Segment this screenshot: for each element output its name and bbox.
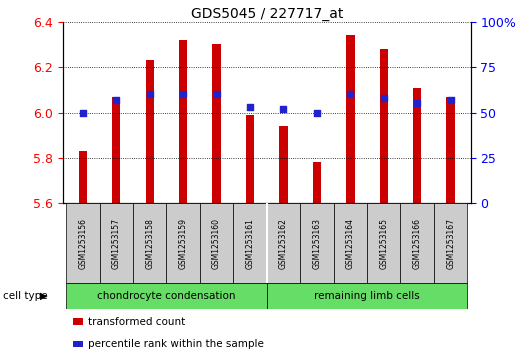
Bar [313, 162, 321, 203]
Text: remaining limb cells: remaining limb cells [314, 291, 420, 301]
Point [212, 91, 221, 97]
Title: GDS5045 / 227717_at: GDS5045 / 227717_at [190, 7, 343, 21]
Point [346, 91, 355, 97]
Text: GSM1253167: GSM1253167 [446, 218, 455, 269]
FancyBboxPatch shape [133, 203, 166, 283]
FancyBboxPatch shape [166, 203, 200, 283]
Text: GSM1253166: GSM1253166 [413, 218, 422, 269]
Point [246, 104, 254, 110]
Point [179, 91, 187, 97]
FancyBboxPatch shape [367, 203, 401, 283]
Bar [380, 49, 388, 203]
Text: transformed count: transformed count [88, 317, 185, 327]
Text: GSM1253160: GSM1253160 [212, 218, 221, 269]
FancyBboxPatch shape [99, 203, 133, 283]
Text: cell type: cell type [3, 291, 47, 301]
Bar [78, 151, 87, 203]
Bar [447, 97, 455, 203]
FancyBboxPatch shape [434, 203, 468, 283]
Text: GSM1253162: GSM1253162 [279, 218, 288, 269]
FancyBboxPatch shape [66, 283, 267, 309]
Text: GSM1253156: GSM1253156 [78, 218, 87, 269]
Bar [179, 40, 187, 203]
Bar [212, 45, 221, 203]
Point [413, 101, 422, 106]
Text: GSM1253164: GSM1253164 [346, 218, 355, 269]
Point [279, 106, 288, 112]
FancyBboxPatch shape [200, 203, 233, 283]
Text: chondrocyte condensation: chondrocyte condensation [97, 291, 236, 301]
Point [380, 95, 388, 101]
Point [145, 91, 154, 97]
Text: percentile rank within the sample: percentile rank within the sample [88, 339, 264, 349]
Point [313, 110, 321, 115]
FancyBboxPatch shape [267, 203, 300, 283]
FancyBboxPatch shape [66, 203, 99, 283]
Text: GSM1253165: GSM1253165 [379, 218, 388, 269]
FancyBboxPatch shape [334, 203, 367, 283]
Text: GSM1253159: GSM1253159 [179, 218, 188, 269]
Text: GSM1253158: GSM1253158 [145, 218, 154, 269]
Text: GSM1253157: GSM1253157 [112, 218, 121, 269]
Bar [279, 126, 288, 203]
Text: ▶: ▶ [40, 291, 47, 301]
Text: GSM1253163: GSM1253163 [312, 218, 322, 269]
Text: GSM1253161: GSM1253161 [245, 218, 255, 269]
FancyBboxPatch shape [267, 283, 468, 309]
Bar [346, 36, 355, 203]
Point [112, 97, 120, 103]
Bar [145, 60, 154, 203]
Point [78, 110, 87, 115]
Bar [246, 115, 254, 203]
Bar [112, 97, 120, 203]
FancyBboxPatch shape [300, 203, 334, 283]
FancyBboxPatch shape [401, 203, 434, 283]
Point [447, 97, 455, 103]
Bar [413, 87, 422, 203]
FancyBboxPatch shape [233, 203, 267, 283]
